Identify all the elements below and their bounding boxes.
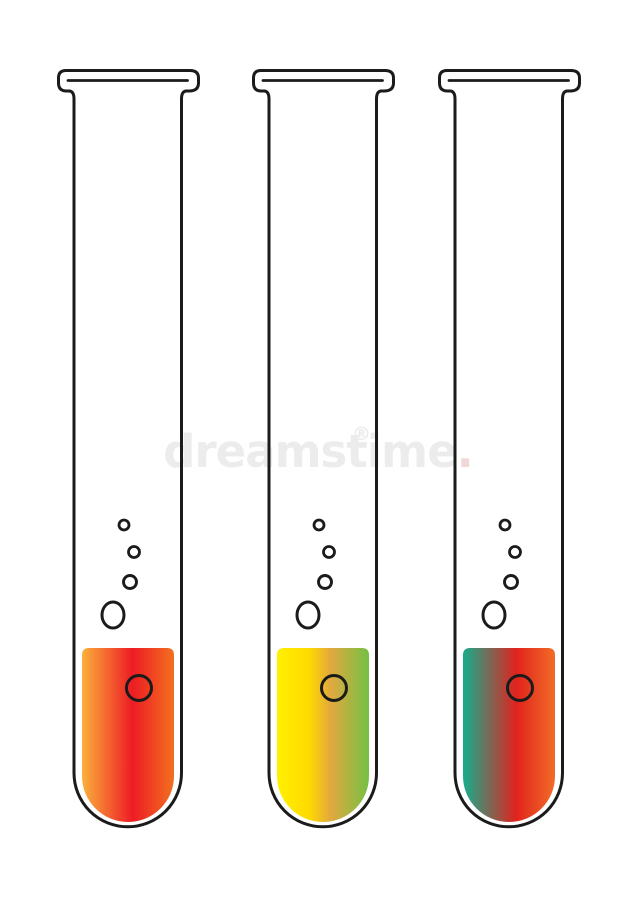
bubble-small-1 — [117, 518, 131, 532]
bubble-small-1 — [498, 518, 512, 532]
bubble-large — [100, 600, 126, 630]
test-tube-3 — [438, 69, 581, 829]
bubble-in-liquid — [125, 674, 153, 702]
glass-outline — [57, 69, 200, 829]
watermark-dot: . — [456, 425, 474, 478]
bubble-medium — [317, 574, 333, 590]
bubble-large — [295, 600, 321, 630]
liquid-fill — [277, 648, 369, 822]
test-tube-2 — [252, 69, 395, 829]
bubble-in-liquid — [320, 674, 348, 702]
bubble-small-2 — [322, 545, 336, 559]
bubble-small-2 — [127, 545, 141, 559]
bubble-small-2 — [508, 545, 522, 559]
bubble-medium — [122, 574, 138, 590]
glass-outline — [252, 69, 395, 829]
watermark: dreamstime. — [0, 429, 636, 474]
liquid-fill — [463, 648, 555, 822]
bubble-medium — [503, 574, 519, 590]
bubble-in-liquid — [506, 674, 534, 702]
test-tube-1 — [57, 69, 200, 829]
watermark-text: dreamstime — [163, 425, 457, 478]
registered-trademark-icon: ® — [352, 423, 371, 445]
liquid-fill — [82, 648, 174, 822]
bubble-large — [481, 600, 507, 630]
glass-outline — [438, 69, 581, 829]
bubble-small-1 — [312, 518, 326, 532]
